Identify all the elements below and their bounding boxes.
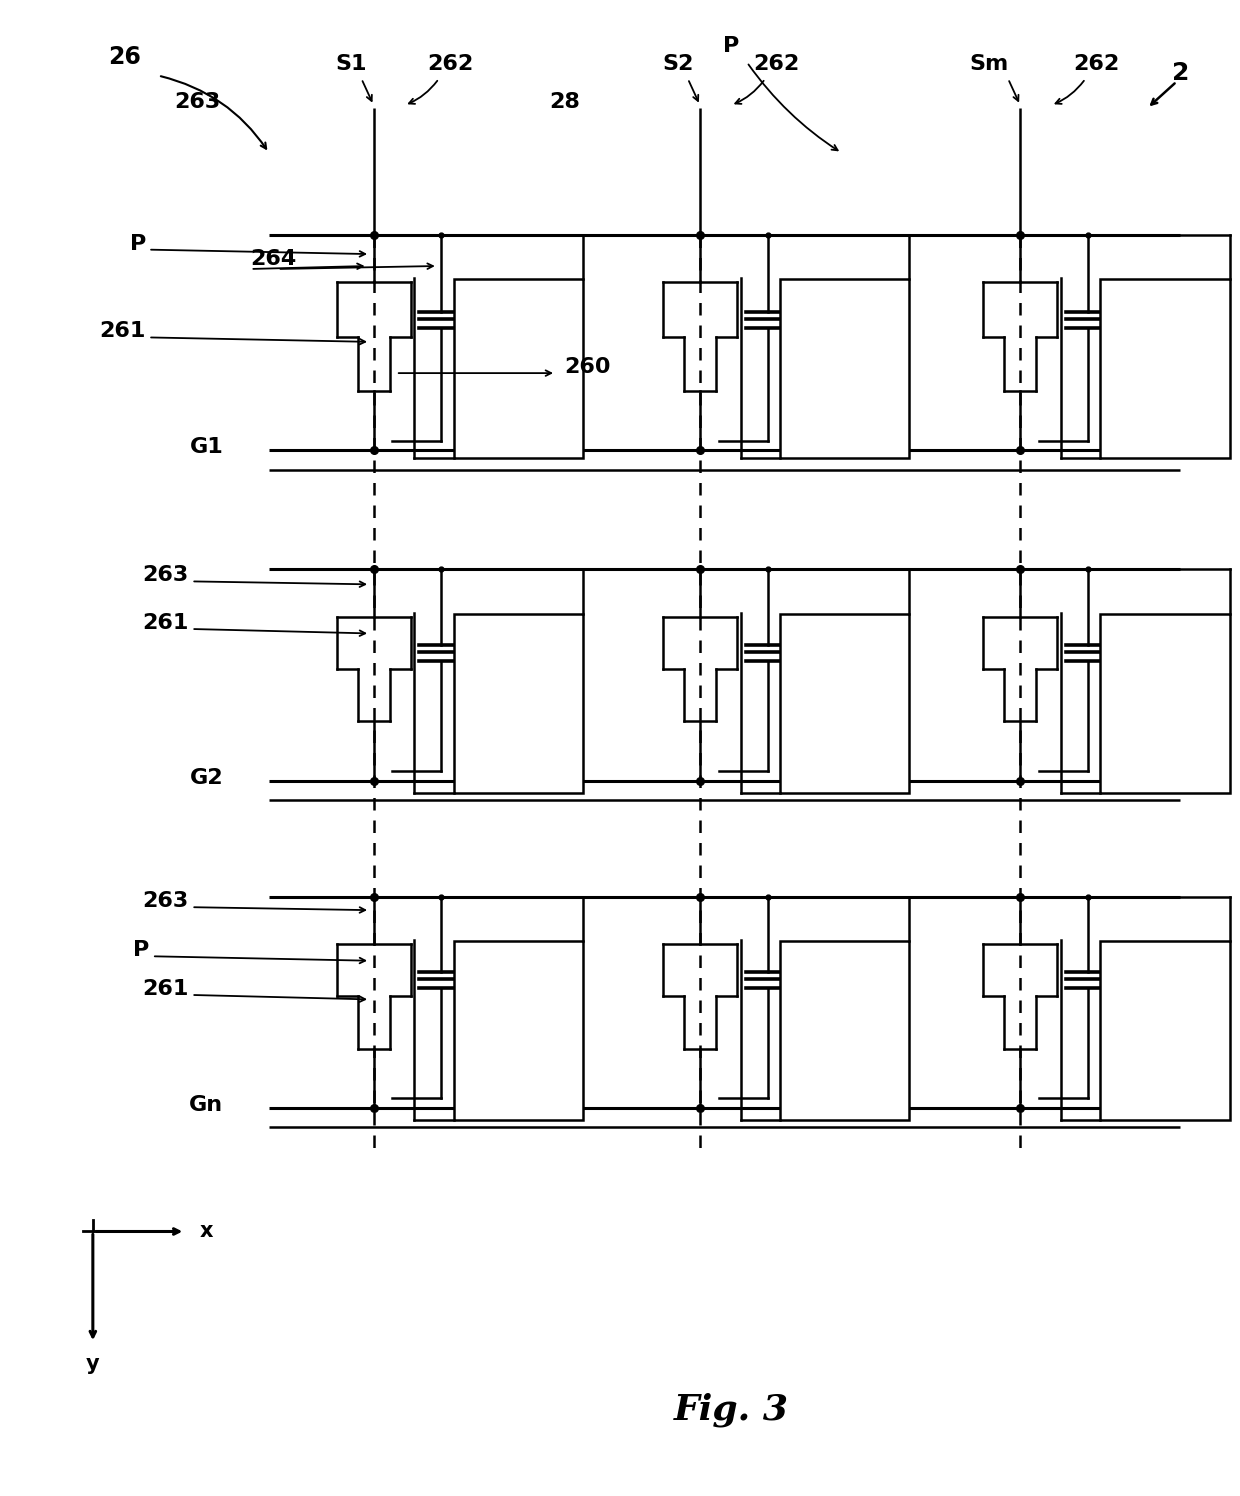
- Text: 28: 28: [549, 93, 580, 112]
- Text: 263: 263: [143, 892, 188, 911]
- Text: 262: 262: [753, 54, 800, 73]
- Text: G2: G2: [190, 767, 223, 788]
- Text: y: y: [86, 1354, 99, 1373]
- Bar: [1100, 941, 1230, 1121]
- Text: 261: 261: [143, 613, 188, 633]
- Text: 262: 262: [1074, 54, 1120, 73]
- Text: Sm: Sm: [970, 54, 1009, 73]
- Text: 2: 2: [1172, 61, 1189, 85]
- Bar: [780, 615, 909, 793]
- Text: 261: 261: [99, 322, 146, 341]
- Bar: [780, 280, 909, 458]
- Text: 263: 263: [143, 565, 188, 585]
- Text: S1: S1: [336, 54, 367, 73]
- Text: 264: 264: [250, 248, 296, 268]
- Bar: [454, 941, 583, 1121]
- Text: 260: 260: [564, 358, 611, 377]
- Text: 261: 261: [143, 978, 188, 999]
- Bar: [1100, 280, 1230, 458]
- Text: P: P: [723, 36, 739, 55]
- Text: 263: 263: [174, 93, 221, 112]
- Bar: [454, 615, 583, 793]
- Text: P: P: [129, 233, 146, 254]
- Text: x: x: [200, 1222, 213, 1242]
- Text: S2: S2: [662, 54, 693, 73]
- Bar: [1100, 615, 1230, 793]
- Bar: [454, 280, 583, 458]
- Text: Fig. 3: Fig. 3: [673, 1393, 789, 1427]
- Text: G1: G1: [190, 437, 223, 458]
- Text: P: P: [133, 941, 150, 960]
- Text: 262: 262: [427, 54, 474, 73]
- Text: 26: 26: [108, 45, 141, 69]
- Bar: [780, 941, 909, 1121]
- Text: Gn: Gn: [190, 1095, 223, 1115]
